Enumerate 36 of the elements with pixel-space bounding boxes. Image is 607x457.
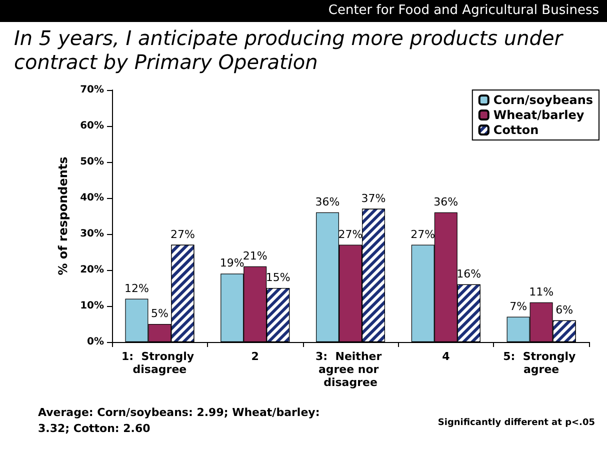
y-tick-label: 40% [80,192,104,204]
legend-label: Corn/soybeans [493,93,594,107]
text: Significantly different at p<.05 [438,418,595,428]
data-label: 21% [242,249,268,262]
y-tick-label: 30% [80,228,104,240]
y-tick-label: 70% [80,84,104,96]
data-label: 36% [315,195,340,208]
data-label: 12% [124,282,149,295]
y-tick-label: 20% [80,264,104,276]
data-label: 16% [456,267,482,280]
y-tick-label: 0% [87,336,104,348]
chart-title: In 5 years, I anticipate producing more products under contract by Primary Operation [13,25,564,74]
y-tick-label: 60% [80,120,104,132]
data-label: 11% [529,285,554,298]
text: Average: Corn/soybeans: 2.99; Wheat/barley: 3.32; Cotton: 2.60 [38,405,321,437]
data-label: 36% [434,195,458,208]
data-label: 19% [220,256,244,270]
data-label: 37% [361,192,386,205]
data-label: 7% [510,300,528,313]
y-axis-title: % of respondents [56,156,70,276]
x-tick-label: 1: Strongly disagree [122,350,198,376]
y-tick-label: 50% [80,156,104,168]
y-tick-label: 10% [80,300,104,312]
data-label: 27% [170,228,195,241]
text: Center for Food and Agricultural Business [0,0,607,22]
data-label: 27% [410,228,436,241]
data-label: 27% [338,228,363,241]
data-label: 15% [266,271,290,284]
x-tick-label: 3: Neither agree nor disagree [316,350,386,389]
legend-label: Wheat/barley [493,108,584,122]
data-label: 6% [556,303,574,316]
legend-label: Cotton [493,123,539,137]
x-tick-label: 2 [251,350,259,363]
x-tick-label: 4 [442,350,450,363]
data-label: 5% [150,307,168,320]
x-tick-label: 5: Strongly agree [503,350,580,376]
